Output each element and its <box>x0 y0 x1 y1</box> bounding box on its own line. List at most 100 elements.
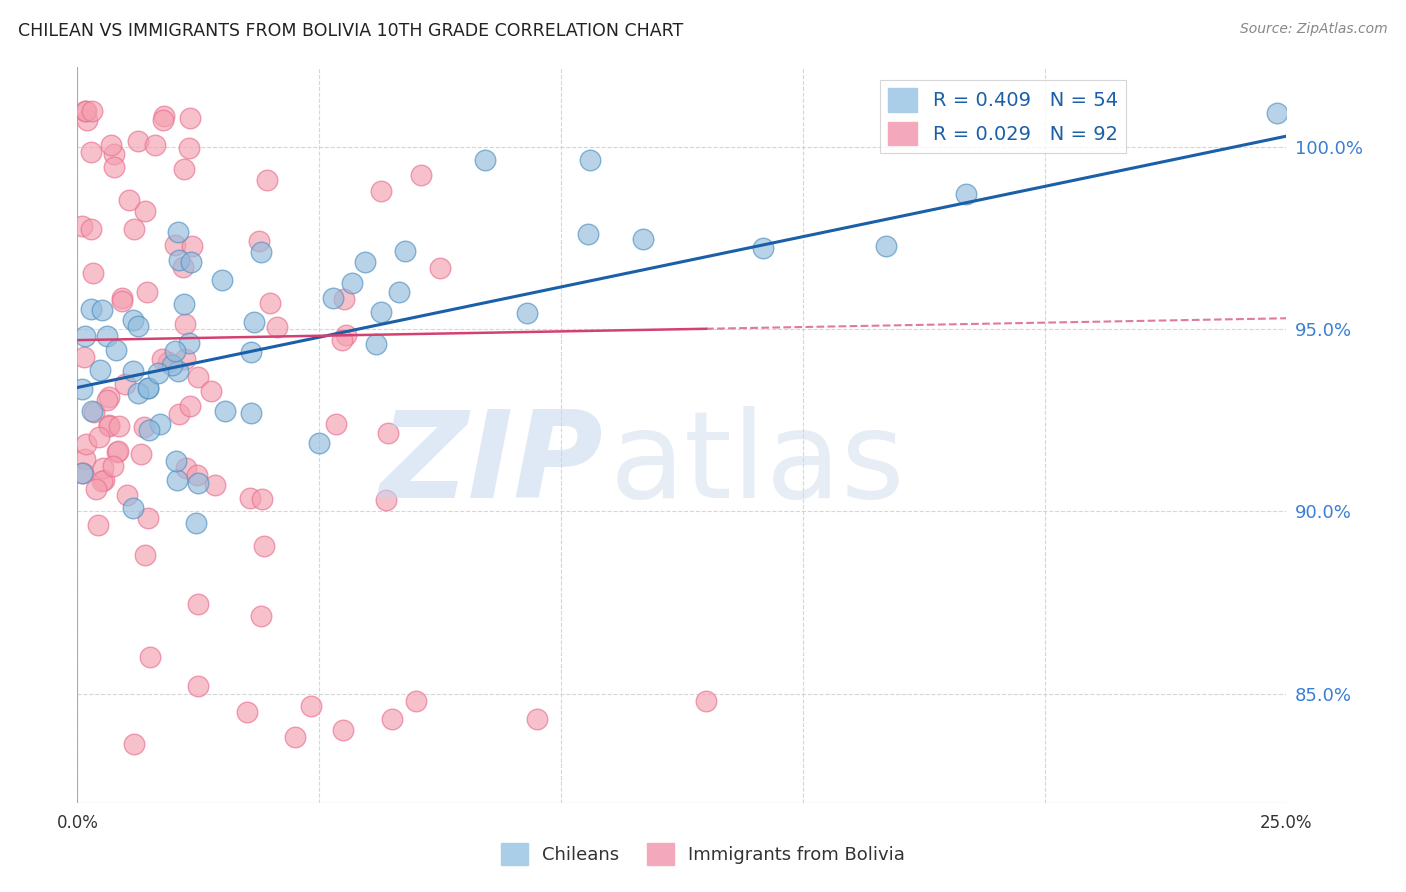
Point <box>105 444 128 458</box>
Point <box>136 510 159 524</box>
Point <box>165 238 187 252</box>
Text: ZIP: ZIP <box>380 406 603 523</box>
Point <box>91 461 114 475</box>
Point <box>176 460 198 475</box>
Point <box>174 318 197 332</box>
Point <box>122 221 145 235</box>
Point <box>325 417 347 431</box>
Point <box>72 466 94 480</box>
Point <box>695 694 717 708</box>
Point <box>90 475 112 489</box>
Point <box>134 420 156 434</box>
Point <box>152 112 174 127</box>
Text: Source: ZipAtlas.com: Source: ZipAtlas.com <box>1240 22 1388 37</box>
Point <box>631 232 654 246</box>
Point <box>330 333 353 347</box>
Point <box>173 161 195 176</box>
Point <box>516 306 538 320</box>
Point <box>266 319 288 334</box>
Point <box>87 518 110 533</box>
Legend: Chileans, Immigrants from Bolivia: Chileans, Immigrants from Bolivia <box>494 836 912 872</box>
Point <box>239 406 262 420</box>
Point <box>253 539 276 553</box>
Point <box>83 405 105 419</box>
Point <box>409 168 432 182</box>
Point <box>200 384 222 399</box>
Point <box>134 548 156 562</box>
Point <box>256 173 278 187</box>
Point <box>955 187 977 202</box>
Point <box>374 493 396 508</box>
Point <box>122 313 145 327</box>
Point <box>370 184 392 198</box>
Point <box>103 160 125 174</box>
Point <box>122 364 145 378</box>
Point <box>388 285 411 300</box>
Point <box>308 436 330 450</box>
Point <box>98 390 121 404</box>
Text: CHILEAN VS IMMIGRANTS FROM BOLIVIA 10TH GRADE CORRELATION CHART: CHILEAN VS IMMIGRANTS FROM BOLIVIA 10TH … <box>18 22 683 40</box>
Point <box>526 712 548 726</box>
Point <box>1265 106 1288 120</box>
Point <box>162 359 184 373</box>
Point <box>405 694 427 708</box>
Point <box>166 473 188 487</box>
Point <box>136 285 159 299</box>
Point <box>72 467 94 481</box>
Point <box>84 482 107 496</box>
Point <box>187 679 209 693</box>
Point <box>179 112 201 126</box>
Point <box>235 705 257 719</box>
Point <box>115 488 138 502</box>
Point <box>127 385 149 400</box>
Point <box>249 609 271 624</box>
Point <box>173 297 195 311</box>
Point <box>96 329 118 343</box>
Point <box>243 315 266 329</box>
Point <box>299 699 322 714</box>
Point <box>752 241 775 255</box>
Point <box>179 399 201 413</box>
Point <box>875 239 897 253</box>
Point <box>377 425 399 440</box>
Point <box>103 147 125 161</box>
Point <box>80 221 103 235</box>
Point <box>136 381 159 395</box>
Point <box>394 244 416 258</box>
Point <box>332 723 354 737</box>
Point <box>240 344 263 359</box>
Point <box>127 318 149 333</box>
Point <box>89 363 111 377</box>
Point <box>167 407 190 421</box>
Point <box>342 276 364 290</box>
Point <box>80 145 103 160</box>
Point <box>75 437 97 451</box>
Point <box>381 712 404 726</box>
Point <box>214 404 236 418</box>
Point <box>131 447 153 461</box>
Point <box>114 376 136 391</box>
Point <box>259 296 281 310</box>
Point <box>97 417 120 432</box>
Point <box>354 255 377 269</box>
Point <box>187 370 209 384</box>
Point <box>122 737 145 751</box>
Legend: R = 0.409   N = 54, R = 0.029   N = 92: R = 0.409 N = 54, R = 0.029 N = 92 <box>880 80 1126 153</box>
Point <box>167 252 190 267</box>
Text: atlas: atlas <box>609 406 905 523</box>
Point <box>174 351 197 366</box>
Point <box>107 443 129 458</box>
Point <box>73 350 96 364</box>
Point <box>80 301 103 316</box>
Point <box>166 226 188 240</box>
Point <box>134 203 156 218</box>
Point <box>82 266 104 280</box>
Point <box>75 103 97 118</box>
Point <box>150 351 173 366</box>
Point <box>73 103 96 118</box>
Point <box>136 382 159 396</box>
Point <box>163 344 186 359</box>
Point <box>111 293 134 308</box>
Point <box>73 329 96 343</box>
Point <box>177 336 200 351</box>
